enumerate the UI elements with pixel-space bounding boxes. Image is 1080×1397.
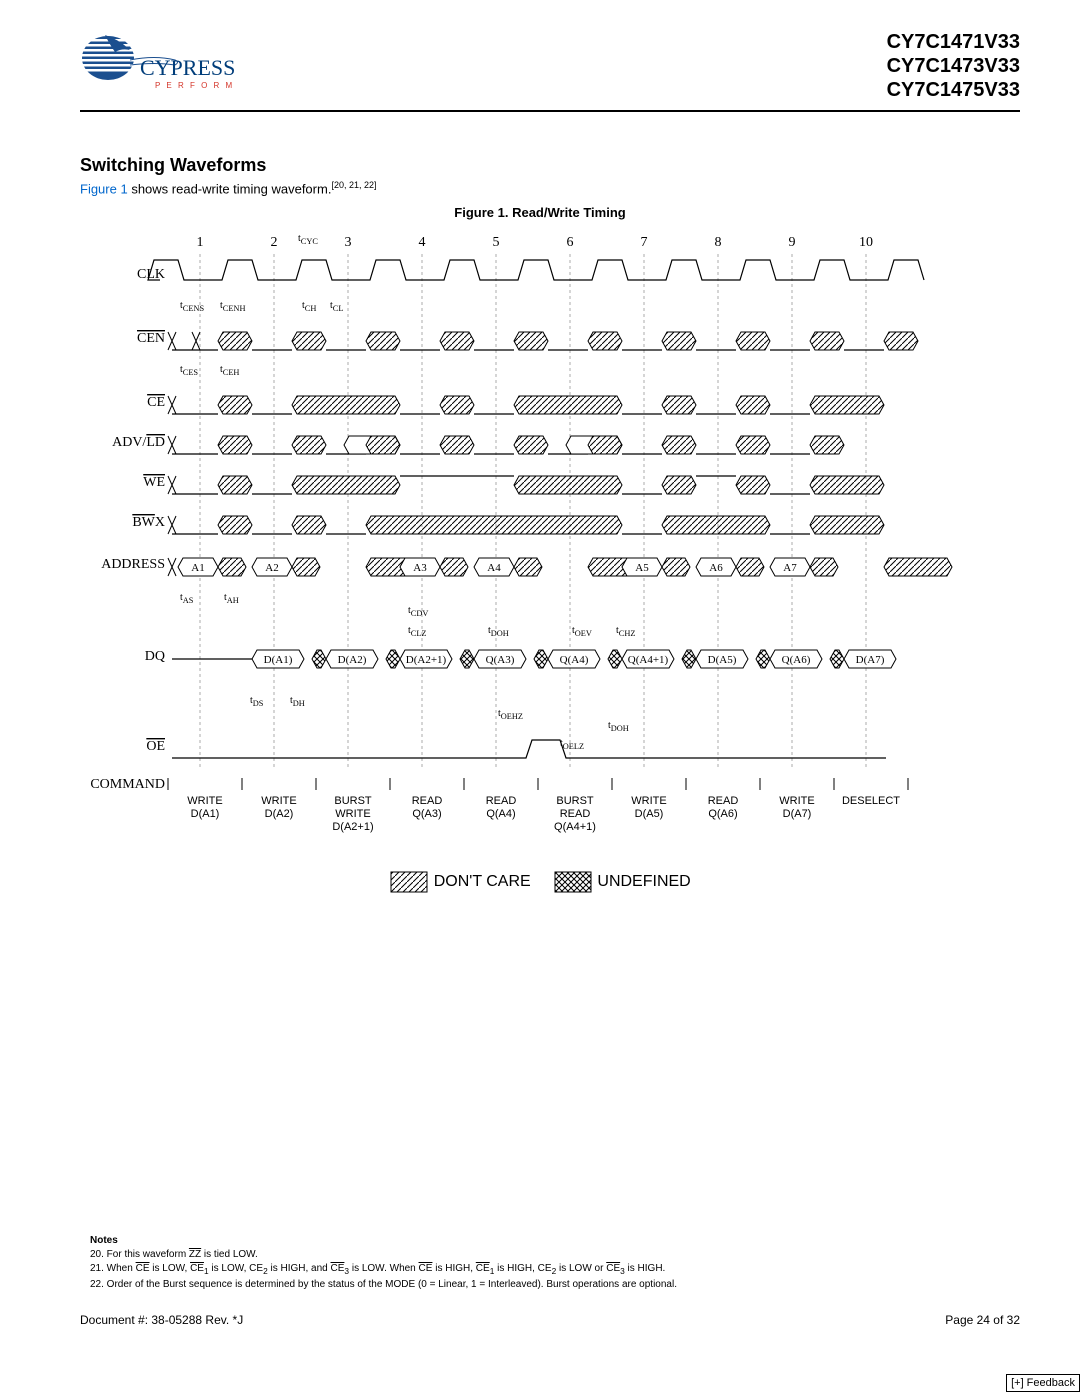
svg-text:D(A1): D(A1) <box>264 654 293 666</box>
command-label: WRITED(A1) <box>171 795 239 821</box>
svg-text:D(A5): D(A5) <box>708 654 737 666</box>
svg-text:Q(A4): Q(A4) <box>560 654 589 666</box>
svg-text:WE: WE <box>143 475 165 490</box>
svg-text:5: 5 <box>493 235 500 250</box>
svg-text:8: 8 <box>715 235 722 250</box>
feedback-link[interactable]: [+] Feedback <box>1006 1374 1080 1392</box>
svg-text:6: 6 <box>567 235 574 250</box>
svg-text:A7: A7 <box>783 562 797 574</box>
svg-text:Q(A3): Q(A3) <box>486 654 515 666</box>
note-item: 20. For this waveform ZZ is tied LOW. <box>90 1248 677 1262</box>
figure-title: Figure 1. Read/Write Timing <box>0 205 1080 220</box>
svg-text:A1: A1 <box>191 562 204 574</box>
intro-text: Figure 1 shows read-write timing wavefor… <box>80 180 376 196</box>
command-label: BURSTREADQ(A4+1) <box>541 795 609 835</box>
svg-text:CE: CE <box>147 395 165 410</box>
svg-text:A3: A3 <box>413 562 427 574</box>
part-3: CY7C1475V33 <box>887 78 1020 102</box>
logo-subtitle: P E R F O R M <box>155 81 234 90</box>
svg-text:COMMAND: COMMAND <box>90 777 165 792</box>
svg-text:2: 2 <box>271 235 278 250</box>
command-label: READQ(A3) <box>393 795 461 821</box>
part-2: CY7C1473V33 <box>887 54 1020 78</box>
command-label: READQ(A4) <box>467 795 535 821</box>
svg-text:A2: A2 <box>265 562 278 574</box>
page-number: Page 24 of 32 <box>945 1313 1020 1327</box>
command-label: READQ(A6) <box>689 795 757 821</box>
cypress-logo: CYPRESS P E R F O R M <box>80 30 260 105</box>
command-label: WRITED(A2) <box>245 795 313 821</box>
notes: Notes 20. For this waveform ZZ is tied L… <box>90 1234 677 1292</box>
svg-text:BWX: BWX <box>132 515 165 530</box>
command-label: WRITED(A5) <box>615 795 683 821</box>
legend: DON'T CARE UNDEFINED <box>0 870 1080 894</box>
svg-text:Q(A4+1): Q(A4+1) <box>628 654 669 666</box>
logo-text: CYPRESS <box>140 55 235 80</box>
svg-text:OE: OE <box>146 739 165 754</box>
legend-dontcare: DON'T CARE <box>434 873 531 890</box>
figure-ref: Figure 1 <box>80 181 128 196</box>
svg-text:1: 1 <box>197 235 204 250</box>
doc-number: Document #: 38-05288 Rev. *J <box>80 1313 243 1327</box>
svg-text:9: 9 <box>789 235 796 250</box>
svg-text:ADV/LD: ADV/LD <box>112 435 165 450</box>
svg-text:D(A7): D(A7) <box>856 654 885 666</box>
command-label: DESELECT <box>837 795 905 808</box>
svg-text:A6: A6 <box>709 562 723 574</box>
command-label: WRITED(A7) <box>763 795 831 821</box>
svg-text:D(A2): D(A2) <box>338 654 367 666</box>
part-numbers: CY7C1471V33 CY7C1473V33 CY7C1475V33 <box>887 30 1020 102</box>
page-header: CYPRESS P E R F O R M CY7C1471V33 CY7C14… <box>80 30 1020 112</box>
svg-text:D(A2+1): D(A2+1) <box>406 654 447 666</box>
svg-text:7: 7 <box>641 235 648 250</box>
notes-header: Notes <box>90 1234 677 1248</box>
section-title: Switching Waveforms <box>80 155 266 176</box>
note-item: 21. When CE is LOW, CE1 is LOW, CE2 is H… <box>90 1262 677 1278</box>
svg-text:ADDRESS: ADDRESS <box>101 557 165 572</box>
svg-text:10: 10 <box>859 235 873 250</box>
footer: Document #: 38-05288 Rev. *J Page 24 of … <box>80 1313 1020 1327</box>
svg-text:Q(A6): Q(A6) <box>782 654 811 666</box>
svg-text:4: 4 <box>419 235 426 250</box>
svg-text:A4: A4 <box>487 562 501 574</box>
svg-text:CEN: CEN <box>137 331 165 346</box>
part-1: CY7C1471V33 <box>887 30 1020 54</box>
legend-undefined: UNDEFINED <box>597 873 690 890</box>
note-item: 22. Order of the Burst sequence is deter… <box>90 1278 677 1292</box>
svg-text:DQ: DQ <box>145 649 165 664</box>
svg-text:A5: A5 <box>635 562 649 574</box>
command-label: BURSTWRITED(A2+1) <box>319 795 387 835</box>
timing-diagram: 12345678910CLKCENCEADV/LDWEBWXADDRESSDQO… <box>80 230 1000 870</box>
